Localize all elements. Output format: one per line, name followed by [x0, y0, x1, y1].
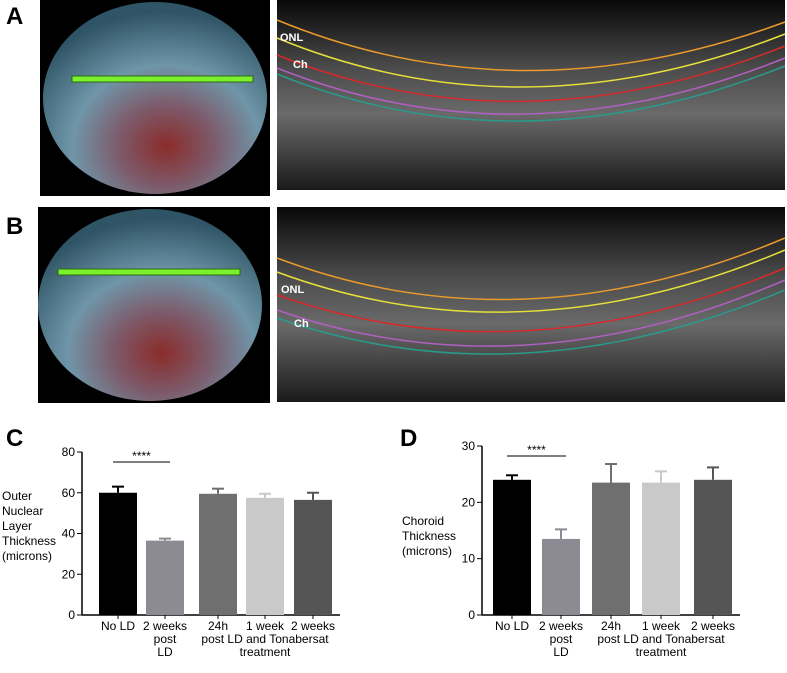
bar — [99, 492, 137, 615]
panel-b: ONL Ch B — [6, 207, 786, 403]
panel-a: ONL Ch A — [6, 0, 786, 196]
layer-line — [276, 237, 786, 301]
oct-scan — [277, 0, 785, 190]
y-axis-label: (microns) — [2, 549, 52, 563]
x-tick-label: 2 weeks — [539, 619, 583, 633]
group-label: post LD and Tonabersat — [597, 632, 725, 646]
y-axis-label: Nuclear — [2, 504, 43, 518]
layer-line — [276, 57, 786, 115]
panel-label: B — [6, 213, 23, 240]
onl-label: ONL — [281, 284, 305, 296]
bar — [146, 540, 184, 615]
y-tick-label: 20 — [62, 567, 76, 581]
y-axis-label: Outer — [2, 489, 32, 503]
y-axis-label: (microns) — [402, 544, 452, 558]
y-axis-label: Thickness — [2, 534, 56, 548]
group-label: treatment — [240, 645, 291, 659]
bar — [294, 499, 332, 615]
panel-label: C — [6, 425, 23, 452]
layer-line — [276, 267, 786, 333]
x-tick-label: 2 weeks — [143, 619, 187, 633]
scan-line — [57, 268, 241, 276]
layer-line — [276, 65, 786, 122]
panel-label: D — [400, 425, 417, 452]
bar — [642, 482, 680, 615]
layer-line — [276, 19, 786, 72]
layer-line — [276, 33, 786, 88]
fundus — [43, 2, 267, 194]
significance-label: **** — [132, 449, 151, 463]
x-tick-label: post — [550, 632, 573, 646]
y-axis-label: Thickness — [402, 529, 456, 543]
x-tick-label: LD — [157, 645, 173, 659]
x-tick-label: 24h — [208, 619, 228, 633]
bar — [246, 497, 284, 615]
x-tick-label: 2 weeks — [691, 619, 735, 633]
scan-line — [71, 75, 254, 83]
y-tick-label: 0 — [68, 608, 75, 622]
oct-scan — [277, 207, 785, 402]
bar — [542, 538, 580, 615]
bar — [592, 482, 630, 615]
y-tick-label: 80 — [62, 445, 76, 459]
y-tick-label: 40 — [62, 527, 76, 541]
y-tick-label: 20 — [462, 495, 476, 509]
panel-label: A — [6, 3, 23, 30]
y-axis-label: Layer — [2, 519, 32, 533]
bar — [199, 493, 237, 615]
x-tick-label: 2 weeks — [291, 619, 335, 633]
x-tick-label: No LD — [495, 619, 529, 633]
ch-label: Ch — [294, 318, 309, 330]
x-tick-label: post — [154, 632, 177, 646]
bar — [694, 479, 732, 615]
x-tick-label: No LD — [101, 619, 135, 633]
fundus — [38, 209, 262, 401]
layer-line — [276, 249, 786, 313]
significance-label: **** — [527, 443, 546, 457]
y-tick-label: 10 — [462, 552, 476, 566]
onl-label: ONL — [280, 32, 304, 44]
layer-line — [276, 289, 786, 355]
y-axis-label: Choroid — [402, 514, 444, 528]
x-tick-label: 1 week — [246, 619, 285, 633]
y-tick-label: 60 — [62, 486, 76, 500]
ch-label: Ch — [293, 59, 308, 71]
x-tick-label: 24h — [601, 619, 621, 633]
y-tick-label: 0 — [468, 608, 475, 622]
layer-line — [276, 279, 786, 347]
y-tick-label: 30 — [462, 439, 476, 453]
x-tick-label: 1 week — [642, 619, 681, 633]
group-label: post LD and Tonabersat — [201, 632, 329, 646]
x-tick-label: LD — [553, 645, 569, 659]
layer-line — [276, 45, 786, 103]
bar — [493, 479, 531, 615]
group-label: treatment — [636, 645, 687, 659]
